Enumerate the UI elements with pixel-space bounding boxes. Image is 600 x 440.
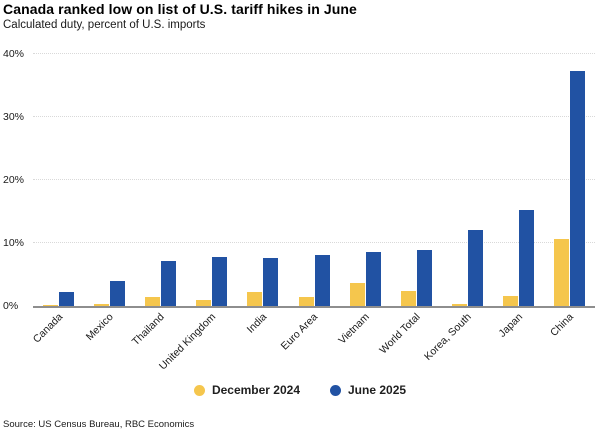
x-tick-label: Mexico — [84, 311, 117, 344]
chart-title: Canada ranked low on list of U.S. tariff… — [3, 1, 357, 17]
bar — [94, 304, 110, 306]
bar — [110, 281, 126, 306]
bar — [263, 257, 279, 306]
bar — [416, 249, 432, 306]
bar — [349, 283, 365, 306]
y-tick-label: 10% — [3, 237, 25, 249]
bar — [467, 230, 483, 306]
bar — [145, 296, 161, 306]
legend-swatch — [330, 384, 341, 396]
bar — [451, 304, 467, 306]
bar — [314, 254, 330, 306]
x-tick-label: World Total — [377, 311, 423, 357]
bar — [212, 256, 228, 306]
plot-area — [33, 53, 595, 308]
source-note: Source: US Census Bureau, RBC Economics — [3, 419, 195, 430]
gridline — [33, 242, 595, 243]
bar — [365, 251, 381, 306]
x-tick-label: Euro Area — [278, 311, 321, 353]
x-axis: Canada Mexico Thailand United Kingdom India E… — [30, 311, 595, 383]
bar — [569, 71, 585, 306]
bar — [196, 299, 212, 306]
legend-swatch — [193, 384, 205, 396]
bar — [518, 210, 534, 306]
legend: December 2024 June 2025 — [0, 381, 600, 399]
bar — [400, 290, 416, 306]
y-tick-label: 30% — [3, 111, 25, 123]
gridline — [33, 116, 595, 117]
legend-item: December 2024 — [193, 383, 300, 397]
chart-subtitle: Calculated duty, percent of U.S. imports — [3, 19, 206, 31]
x-tick-label: Vietnam — [335, 311, 372, 347]
legend-label: June 2025 — [348, 383, 407, 397]
bar — [59, 291, 75, 306]
bar — [161, 261, 177, 306]
y-tick-label: 40% — [3, 48, 25, 60]
bar — [247, 291, 263, 306]
gridline — [33, 179, 595, 180]
x-tick-label: Thailand — [130, 311, 168, 348]
bar — [298, 297, 314, 306]
gridline — [33, 53, 595, 54]
x-tick-label: China — [548, 311, 576, 339]
x-tick-label: Korea, South — [421, 311, 474, 363]
bar — [502, 295, 518, 306]
x-tick-label: Japan — [496, 311, 525, 340]
x-tick-label: Canada — [30, 311, 66, 346]
y-tick-label: 20% — [3, 174, 25, 186]
x-tick-label: India — [244, 311, 270, 336]
bar — [553, 239, 569, 306]
legend-item: June 2025 — [330, 383, 406, 397]
x-tick-label: United Kingdom — [156, 311, 219, 373]
y-tick-label: 0% — [3, 300, 19, 312]
bar — [43, 305, 59, 306]
legend-label: December 2024 — [211, 383, 300, 397]
